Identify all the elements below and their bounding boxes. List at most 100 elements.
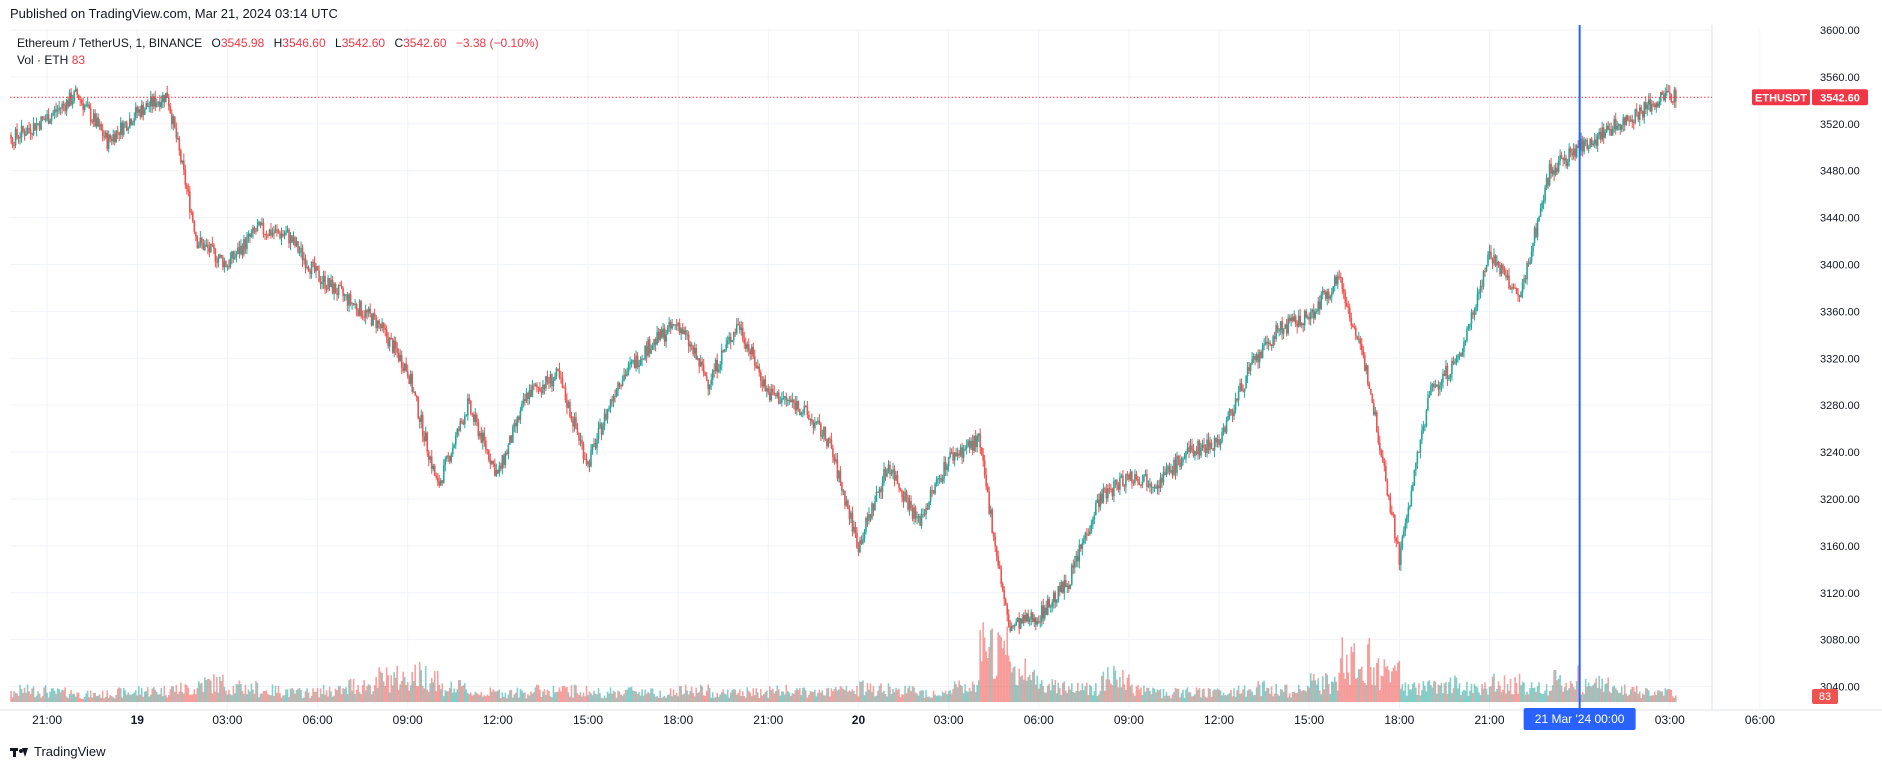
volume-bar — [181, 691, 184, 702]
candle-body — [678, 322, 681, 334]
volume-bar — [1544, 690, 1546, 702]
volume-bar — [1409, 689, 1411, 702]
candle-body — [842, 490, 845, 492]
candle-body — [1664, 92, 1667, 101]
volume-bar — [1030, 680, 1033, 702]
candle-body — [1503, 269, 1506, 275]
candle-body — [886, 469, 888, 477]
volume-bar — [1269, 693, 1271, 702]
candle-body — [1206, 439, 1208, 454]
candle-body — [1111, 488, 1114, 497]
candle-body — [582, 443, 585, 459]
candle-body — [58, 107, 60, 110]
volume-bar — [641, 689, 643, 702]
candle-body — [881, 482, 884, 493]
volume-bar — [456, 689, 459, 702]
candle-body — [1182, 458, 1184, 463]
candle-body — [784, 396, 786, 398]
volume-bar — [1024, 658, 1027, 702]
candle-body — [1572, 148, 1575, 156]
candle-body — [1089, 531, 1091, 535]
candle-body — [1305, 311, 1307, 318]
candle-body — [1267, 342, 1270, 344]
volume-bar — [1221, 695, 1223, 702]
candle-body — [1243, 388, 1246, 392]
candle-body — [805, 405, 807, 407]
volume-bar — [1255, 687, 1258, 702]
volume-bar — [991, 628, 993, 702]
volume-bar — [107, 697, 110, 702]
volume-bar — [1548, 691, 1551, 702]
candle-body — [1120, 475, 1123, 478]
volume-bar — [56, 688, 59, 702]
candle-body — [436, 477, 439, 482]
candle-body — [1034, 617, 1037, 625]
volume-bar — [1060, 694, 1063, 702]
volume-bar — [1143, 685, 1145, 702]
volume-bar — [163, 686, 166, 702]
candle-body — [1452, 361, 1455, 364]
volume-bar — [1466, 681, 1468, 702]
volume-bar — [738, 689, 741, 702]
volume-bar — [750, 696, 753, 702]
x-tick-label: 15:00 — [1294, 713, 1324, 727]
volume-bar — [1231, 696, 1234, 702]
candle-body — [1155, 486, 1157, 489]
volume-bar — [454, 692, 457, 702]
volume-bar — [1251, 691, 1253, 702]
volume-bar — [1470, 683, 1473, 702]
candle-body — [483, 432, 486, 441]
candle-body — [1565, 157, 1567, 166]
candle-body — [1249, 363, 1252, 371]
volume-bar — [1144, 691, 1147, 702]
candle-body — [530, 389, 532, 397]
volume-bar — [28, 691, 30, 702]
volume-bar — [444, 690, 447, 702]
candle-body — [1473, 311, 1476, 315]
candle-body — [908, 501, 911, 510]
volume-bar — [13, 691, 15, 702]
volume-bar — [626, 689, 628, 702]
volume-bar — [1007, 655, 1010, 702]
volume-bar — [367, 684, 370, 702]
candle-body — [11, 138, 14, 146]
candle-body — [793, 399, 795, 403]
candle-body — [913, 507, 915, 519]
volume-bar — [1216, 688, 1219, 702]
volume-bar — [922, 690, 924, 702]
candle-body — [835, 459, 837, 462]
volume-bar — [1273, 693, 1276, 702]
volume-bar — [1162, 688, 1165, 702]
candle-body — [297, 241, 299, 253]
candle-body — [166, 92, 169, 98]
volume-bar — [1161, 698, 1163, 702]
candle-body — [1276, 325, 1279, 331]
candle-body — [979, 433, 981, 448]
candle-body — [1511, 287, 1513, 289]
volume-bar — [540, 696, 543, 702]
volume-bar — [1224, 695, 1226, 702]
candle-body — [791, 399, 794, 403]
volume-label[interactable]: Vol · ETH — [17, 53, 69, 67]
volume-bar — [339, 686, 341, 702]
change-value: −3.38 (−0.10%) — [455, 36, 539, 50]
candle-body — [1357, 338, 1360, 340]
candle-body — [110, 139, 113, 142]
candle-body — [1467, 327, 1470, 330]
candle-body — [265, 234, 268, 236]
volume-bar — [759, 689, 762, 702]
candle-body — [1533, 227, 1536, 243]
candle-body — [409, 373, 412, 384]
candle-body — [1490, 251, 1492, 260]
volume-bar — [1556, 680, 1558, 702]
volume-bar — [890, 693, 893, 702]
candle-body — [537, 387, 540, 389]
symbol-name[interactable]: Ethereum / TetherUS, 1, BINANCE — [17, 36, 203, 50]
volume-bar — [871, 691, 873, 702]
candle-body — [636, 355, 639, 367]
candle-body — [985, 474, 987, 487]
candle-body — [1347, 306, 1350, 308]
candle-body — [1183, 458, 1186, 460]
